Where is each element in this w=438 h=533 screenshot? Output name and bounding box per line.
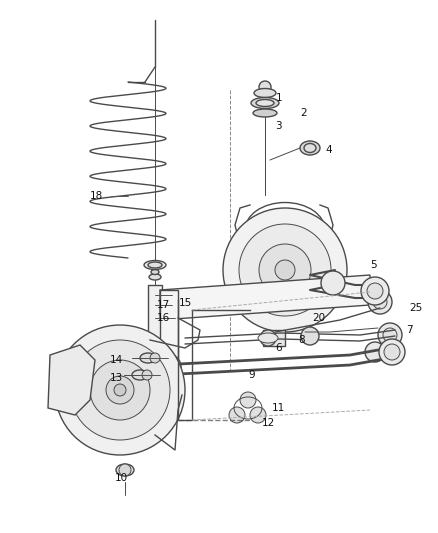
Polygon shape <box>160 290 178 410</box>
Ellipse shape <box>144 261 166 270</box>
Circle shape <box>367 283 383 299</box>
Text: 20: 20 <box>312 313 325 323</box>
Ellipse shape <box>254 88 276 98</box>
Circle shape <box>106 376 134 404</box>
Circle shape <box>155 354 181 380</box>
Ellipse shape <box>140 353 156 363</box>
Circle shape <box>70 340 170 440</box>
Bar <box>263 330 285 346</box>
Ellipse shape <box>116 464 134 476</box>
Ellipse shape <box>148 262 162 268</box>
Text: 9: 9 <box>248 370 254 380</box>
Text: 1: 1 <box>276 93 282 103</box>
Circle shape <box>90 360 150 420</box>
Text: 5: 5 <box>370 260 377 270</box>
Text: 13: 13 <box>110 373 123 383</box>
Circle shape <box>150 353 160 363</box>
Circle shape <box>379 339 405 365</box>
Circle shape <box>119 464 131 476</box>
Text: 6: 6 <box>275 343 282 353</box>
Text: 16: 16 <box>157 313 170 323</box>
Ellipse shape <box>251 98 279 109</box>
Ellipse shape <box>253 109 277 117</box>
Circle shape <box>142 370 152 380</box>
Polygon shape <box>160 275 370 320</box>
Circle shape <box>301 327 319 345</box>
Text: 7: 7 <box>406 325 413 335</box>
Circle shape <box>160 359 176 375</box>
Text: 14: 14 <box>110 355 123 365</box>
Text: 18: 18 <box>90 191 103 201</box>
Circle shape <box>229 407 245 423</box>
Text: 10: 10 <box>115 473 128 483</box>
Ellipse shape <box>258 333 278 343</box>
Text: 8: 8 <box>298 335 304 345</box>
Circle shape <box>239 224 331 316</box>
Circle shape <box>259 81 271 93</box>
Ellipse shape <box>304 143 316 152</box>
Circle shape <box>383 328 397 342</box>
Text: 15: 15 <box>179 298 192 308</box>
Circle shape <box>378 323 402 347</box>
Ellipse shape <box>300 141 320 155</box>
Circle shape <box>55 325 185 455</box>
Circle shape <box>384 344 400 360</box>
Circle shape <box>223 208 347 332</box>
Text: 11: 11 <box>272 403 285 413</box>
Text: 12: 12 <box>262 418 275 428</box>
Polygon shape <box>48 345 95 415</box>
Ellipse shape <box>256 100 274 107</box>
Circle shape <box>250 407 266 423</box>
Circle shape <box>240 392 256 408</box>
Circle shape <box>321 271 345 295</box>
Circle shape <box>373 295 387 309</box>
Circle shape <box>365 342 385 362</box>
Ellipse shape <box>149 274 161 280</box>
Text: 25: 25 <box>409 303 422 313</box>
Text: 3: 3 <box>276 121 282 131</box>
Circle shape <box>361 277 389 305</box>
Text: 17: 17 <box>157 300 170 310</box>
Circle shape <box>260 330 276 346</box>
Circle shape <box>114 384 126 396</box>
Circle shape <box>275 260 295 280</box>
Circle shape <box>368 290 392 314</box>
Ellipse shape <box>151 270 159 274</box>
Bar <box>148 285 162 350</box>
Circle shape <box>259 244 311 296</box>
Ellipse shape <box>132 370 148 380</box>
Text: 2: 2 <box>300 108 307 118</box>
Text: 4: 4 <box>325 145 332 155</box>
